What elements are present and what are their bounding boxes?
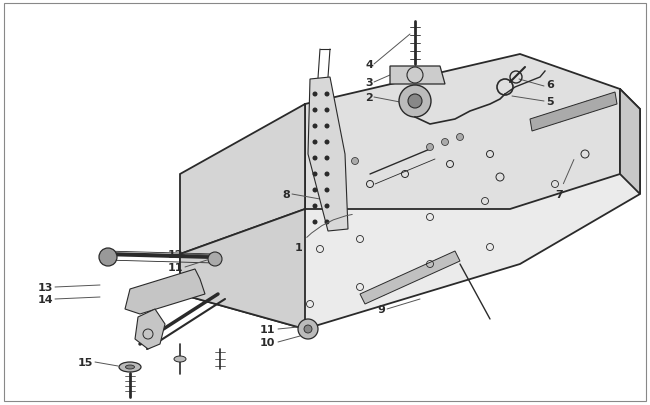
Circle shape bbox=[352, 158, 359, 165]
Polygon shape bbox=[180, 105, 305, 254]
Polygon shape bbox=[180, 90, 640, 329]
Circle shape bbox=[313, 140, 317, 145]
Circle shape bbox=[313, 124, 317, 129]
Text: 11: 11 bbox=[168, 262, 183, 272]
Ellipse shape bbox=[125, 365, 135, 369]
Circle shape bbox=[324, 156, 330, 161]
Polygon shape bbox=[135, 309, 165, 349]
Text: 6: 6 bbox=[546, 80, 554, 90]
Text: 14: 14 bbox=[38, 294, 53, 304]
Ellipse shape bbox=[174, 356, 186, 362]
Circle shape bbox=[408, 95, 422, 109]
Circle shape bbox=[456, 134, 463, 141]
Text: 7: 7 bbox=[555, 160, 574, 200]
Circle shape bbox=[324, 188, 330, 193]
Polygon shape bbox=[305, 55, 620, 209]
Circle shape bbox=[99, 248, 117, 266]
Text: 5: 5 bbox=[546, 97, 554, 107]
Text: 1: 1 bbox=[294, 215, 352, 252]
Circle shape bbox=[313, 220, 317, 225]
Polygon shape bbox=[308, 78, 348, 231]
Circle shape bbox=[324, 108, 330, 113]
Polygon shape bbox=[360, 252, 460, 304]
Circle shape bbox=[337, 164, 343, 171]
Circle shape bbox=[208, 252, 222, 266]
Circle shape bbox=[298, 319, 318, 339]
Polygon shape bbox=[125, 269, 205, 314]
Circle shape bbox=[313, 156, 317, 161]
Text: 11: 11 bbox=[259, 324, 275, 334]
Text: 10: 10 bbox=[259, 337, 275, 347]
Circle shape bbox=[313, 188, 317, 193]
Circle shape bbox=[399, 86, 431, 118]
Circle shape bbox=[324, 140, 330, 145]
Circle shape bbox=[313, 108, 317, 113]
Text: 3: 3 bbox=[365, 78, 373, 88]
Circle shape bbox=[313, 172, 317, 177]
Text: 4: 4 bbox=[365, 60, 373, 70]
Circle shape bbox=[441, 139, 448, 146]
Text: 2: 2 bbox=[365, 93, 373, 103]
Polygon shape bbox=[620, 90, 640, 194]
Polygon shape bbox=[530, 93, 617, 132]
Circle shape bbox=[313, 92, 317, 97]
Ellipse shape bbox=[119, 362, 141, 372]
Circle shape bbox=[426, 144, 434, 151]
Polygon shape bbox=[390, 67, 445, 85]
Circle shape bbox=[304, 325, 312, 333]
Circle shape bbox=[313, 204, 317, 209]
Circle shape bbox=[324, 220, 330, 225]
Text: 12: 12 bbox=[168, 249, 183, 259]
Polygon shape bbox=[180, 209, 305, 329]
Circle shape bbox=[324, 124, 330, 129]
Text: 8: 8 bbox=[282, 190, 290, 200]
Circle shape bbox=[324, 92, 330, 97]
Circle shape bbox=[324, 204, 330, 209]
Text: 9: 9 bbox=[377, 304, 385, 314]
Text: 15: 15 bbox=[77, 357, 93, 367]
Text: 13: 13 bbox=[38, 282, 53, 292]
Circle shape bbox=[324, 172, 330, 177]
